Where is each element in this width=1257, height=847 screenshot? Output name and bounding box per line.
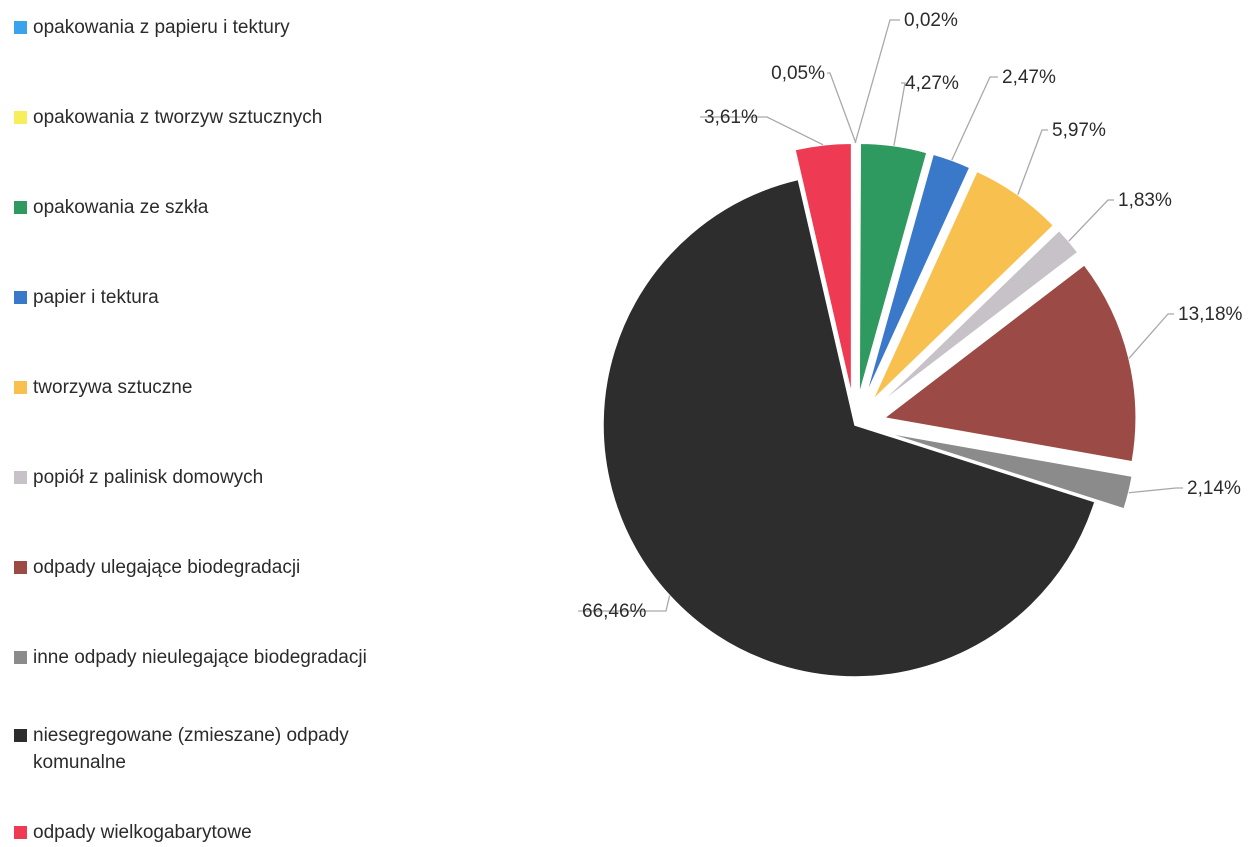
legend-item: opakowania ze szkła (14, 194, 434, 221)
leader-line (854, 19, 900, 144)
leader-line (827, 72, 857, 144)
leader-line (951, 76, 998, 161)
legend-label: tworzywa sztuczne (33, 377, 193, 398)
legend-label: inne odpady nieulegające biodegradacji (33, 647, 367, 668)
leader-lines (578, 19, 1183, 612)
data-label: 13,18% (1178, 304, 1243, 325)
data-label: 2,47% (1002, 67, 1056, 88)
data-label: 0,05% (771, 63, 825, 84)
legend-label: papier i tektura (33, 287, 159, 308)
legend-item: inne odpady nieulegające biodegradacji (14, 644, 434, 671)
legend-label: odpady wielkogabarytowe (33, 822, 252, 843)
legend-swatch (14, 201, 27, 214)
pie-slice (602, 178, 1096, 678)
legend-item: papier i tektura (14, 284, 434, 311)
leader-line (1017, 129, 1048, 195)
legend-item: popiół z palinisk domowych (14, 464, 434, 491)
legend-label: opakowania ze szkła (33, 197, 209, 218)
leader-line (1068, 199, 1114, 242)
leader-line (578, 595, 671, 612)
leader-line (1128, 487, 1183, 494)
pie-slice (794, 142, 853, 396)
data-label: 4,27% (905, 73, 959, 94)
pie-slice (864, 153, 971, 398)
legend-swatch (14, 729, 27, 742)
legend-swatch (14, 111, 27, 124)
data-label: 1,83% (1118, 190, 1172, 211)
legend-label: opakowania z tworzyw sztucznych (33, 107, 323, 128)
pie-slice (854, 142, 857, 396)
legend-swatch (14, 21, 27, 34)
legend-label: niesegregowane (zmieszane) odpady komuna… (33, 725, 349, 773)
legend-item: tworzywa sztuczne (14, 374, 434, 401)
legend-label: popiół z palinisk domowych (33, 467, 264, 488)
legend-swatch (14, 651, 27, 664)
legend-item: opakowania z tworzyw sztucznych (14, 104, 434, 131)
leader-line (700, 116, 824, 146)
pie-slices (602, 142, 1137, 678)
legend-item: odpady wielkogabarytowe (14, 819, 434, 846)
legend-swatch (14, 561, 27, 574)
data-label: 3,61% (704, 107, 758, 128)
legend-item: niesegregowane (zmieszane) odpady komuna… (14, 722, 434, 776)
data-labels: 0,02% 0,05% 4,27% 2,47% 5,97% 1,83% 13,18% 2,14… (582, 10, 1243, 622)
pie-slice (858, 142, 928, 396)
legend-swatch (14, 471, 27, 484)
legend-swatch (14, 291, 27, 304)
legend-swatch (14, 381, 27, 394)
leader-line (893, 82, 906, 146)
leader-line (1128, 313, 1174, 359)
legend-item: opakowania z papieru i tektury (14, 14, 434, 41)
legend-label: opakowania z papieru i tektury (33, 17, 290, 38)
data-label: 66,46% (582, 601, 647, 622)
data-label: 0,02% (904, 10, 958, 31)
data-label: 2,14% (1187, 478, 1241, 499)
legend-item: odpady ulegające biodegradacji (14, 554, 434, 581)
legend-label: odpady ulegające biodegradacji (33, 557, 301, 578)
legend-swatch (14, 826, 27, 839)
data-label: 5,97% (1052, 120, 1106, 141)
